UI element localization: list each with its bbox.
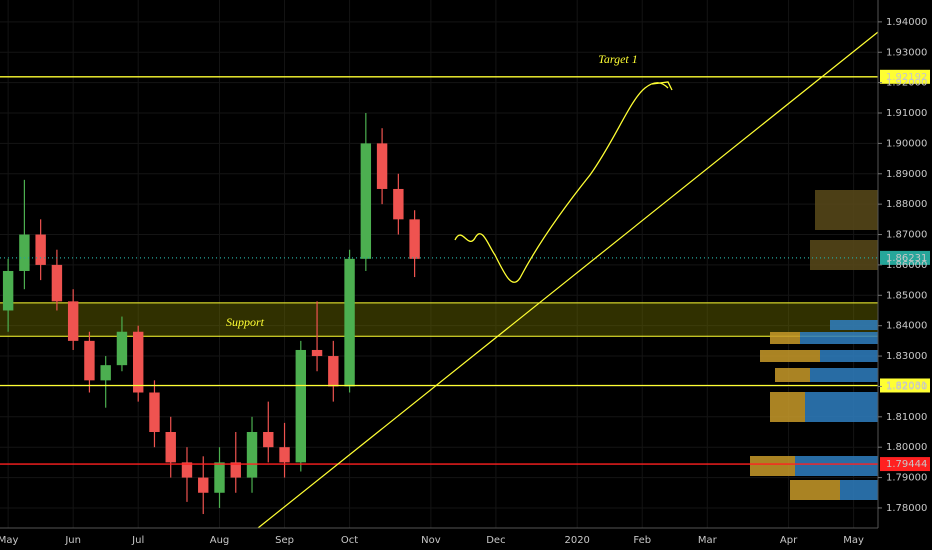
y-tick-label: 1.82000 <box>886 381 927 392</box>
profile-bar <box>815 190 878 230</box>
candle-body <box>328 356 339 387</box>
profile-bar <box>795 456 878 476</box>
y-tick-label: 1.93000 <box>886 47 927 58</box>
x-tick-label: 2020 <box>564 535 589 546</box>
candle-layer <box>2 113 420 515</box>
y-tick-label: 1.86000 <box>886 260 927 271</box>
trend-line <box>257 31 879 529</box>
y-tick-label: 1.88000 <box>886 199 927 210</box>
price-level-tag <box>880 378 930 393</box>
y-tick-label: 1.94000 <box>886 17 927 28</box>
profile-bar <box>810 240 878 270</box>
candle-body <box>409 219 420 259</box>
candle-body <box>2 270 14 311</box>
support-zone <box>0 302 878 337</box>
candle-body <box>246 432 258 478</box>
candle-body <box>344 258 355 387</box>
candle-body <box>67 301 79 341</box>
x-tick-label: Jun <box>64 535 81 546</box>
profile-bar <box>820 350 878 362</box>
profile-bar <box>830 320 878 330</box>
y-tick-label: 1.91000 <box>886 108 927 119</box>
profile-bar <box>840 480 878 500</box>
x-tick-label: Feb <box>633 535 651 546</box>
candle-body <box>279 447 290 463</box>
x-tick-label: May <box>843 535 864 546</box>
candle-body <box>100 365 111 381</box>
price-level-tag <box>880 457 930 472</box>
x-tick-label: May <box>0 535 19 546</box>
x-tick-label: Aug <box>210 535 230 546</box>
candle-body <box>360 143 372 259</box>
support-annotation: Support <box>226 315 265 329</box>
profile-bar <box>805 392 878 422</box>
x-tick-label: Mar <box>698 535 718 546</box>
target-annotation: Target 1 <box>598 52 637 66</box>
candle-body <box>214 462 225 493</box>
candle-body <box>263 432 274 448</box>
price-level-tag <box>880 69 930 84</box>
y-tick-label: 1.83000 <box>886 351 927 362</box>
y-tick-label: 1.92000 <box>886 78 927 89</box>
candle-body <box>311 349 323 357</box>
axis-layer: 1.78000 1.79000 1.80000 1.81000 1.82000 1.830… <box>0 17 927 546</box>
candle-body <box>84 340 95 381</box>
candle-body <box>35 234 46 265</box>
y-tick-label: 1.85000 <box>886 290 927 301</box>
y-tick-label: 1.90000 <box>886 138 927 149</box>
candle-body <box>181 462 193 478</box>
candle-body <box>149 392 160 432</box>
volume-profile <box>750 190 878 500</box>
zone-layer <box>0 302 878 337</box>
candle-body <box>165 432 176 463</box>
y-tick-label: 1.79000 <box>886 473 927 484</box>
x-tick-label: Oct <box>341 535 358 546</box>
level-layer: 1.92192 1.82031 1.79444 1.86231 <box>0 69 930 472</box>
projection-path <box>454 82 669 283</box>
y-tick-label: 1.84000 <box>886 321 927 332</box>
candle-body <box>295 349 306 463</box>
x-tick-label: Dec <box>486 535 505 546</box>
candle-body <box>198 477 209 493</box>
x-tick-label: Jul <box>131 535 144 546</box>
price-level-tag <box>880 250 930 265</box>
x-tick-label: Sep <box>275 535 294 546</box>
x-tick-label: Apr <box>780 535 798 546</box>
candle-body <box>393 188 404 220</box>
price-level-label: 1.86231 <box>886 253 927 264</box>
profile-bar <box>800 332 878 344</box>
candle-body <box>376 143 388 189</box>
candle-body <box>19 234 30 271</box>
y-tick-label: 1.81000 <box>886 412 927 423</box>
candle-body <box>51 264 63 302</box>
price-level-label: 1.92192 <box>886 72 927 83</box>
y-tick-label: 1.80000 <box>886 442 927 453</box>
projection-arrow <box>651 81 673 91</box>
grid-layer <box>0 0 878 528</box>
x-tick-label: Nov <box>421 535 441 546</box>
y-tick-label: 1.78000 <box>886 503 927 514</box>
candle-body <box>116 331 128 366</box>
profile-bar <box>810 368 878 382</box>
y-tick-label: 1.87000 <box>886 230 927 241</box>
candle-body <box>230 462 241 478</box>
y-tick-label: 1.89000 <box>886 169 927 180</box>
candle-body <box>133 331 144 393</box>
price-level-label: 1.79444 <box>886 459 927 470</box>
price-level-label: 1.82031 <box>886 380 927 391</box>
